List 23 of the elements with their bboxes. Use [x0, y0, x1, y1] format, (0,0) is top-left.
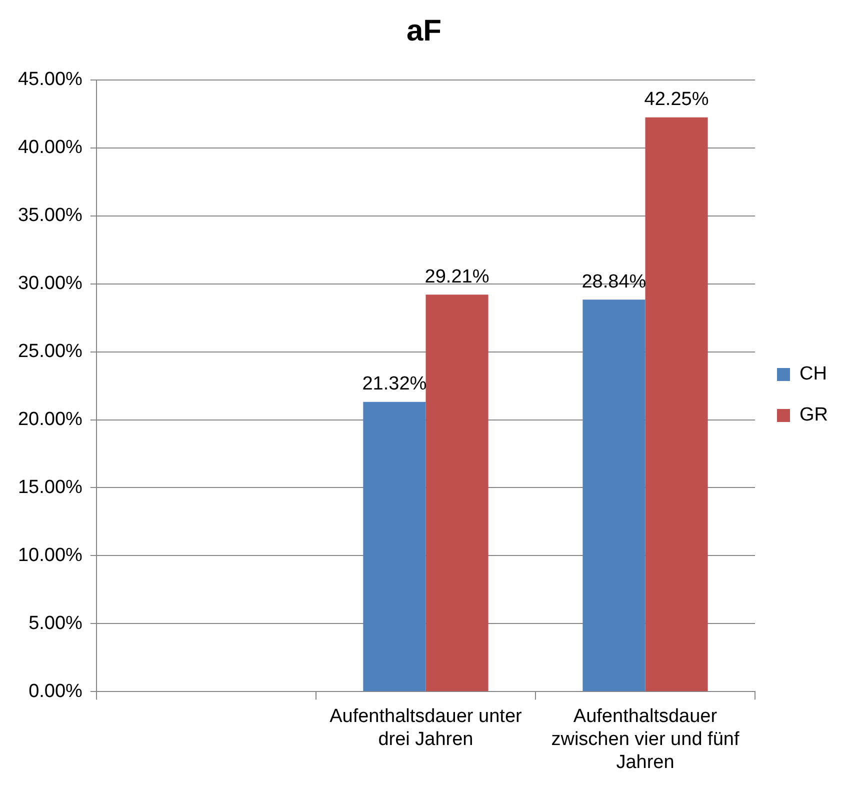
x-tick-label: Aufenthaltsdauer unter drei Jahren [330, 706, 523, 750]
data-label: 28.84% [582, 271, 646, 292]
bar [645, 117, 708, 692]
data-label: 21.32% [362, 374, 427, 395]
y-tick-label: 40.00% [18, 137, 83, 158]
bar [426, 294, 488, 692]
y-tick-label: 10.00% [18, 544, 83, 566]
legend-label: CH [800, 364, 827, 385]
data-label: 29.21% [424, 266, 490, 288]
y-tick-label: 0.00% [28, 680, 83, 702]
legend-label: GR [800, 404, 828, 426]
y-tick-label: 15.00% [18, 476, 83, 498]
y-tick-label: 25.00% [18, 341, 83, 362]
y-tick-label: 30.00% [18, 273, 83, 294]
y-tick-label: 5.00% [28, 612, 83, 634]
data-label: 42.25% [644, 89, 709, 110]
y-tick-label: 35.00% [18, 205, 83, 226]
x-tick-label: Aufenthaltsdauer zwischen vier und fünf Jahren [551, 706, 740, 773]
y-tick-label: 45.00% [18, 69, 83, 90]
bar [363, 402, 426, 692]
y-tick-label: 20.00% [18, 409, 83, 430]
chart-title: aF [406, 14, 442, 48]
bar [582, 300, 646, 692]
